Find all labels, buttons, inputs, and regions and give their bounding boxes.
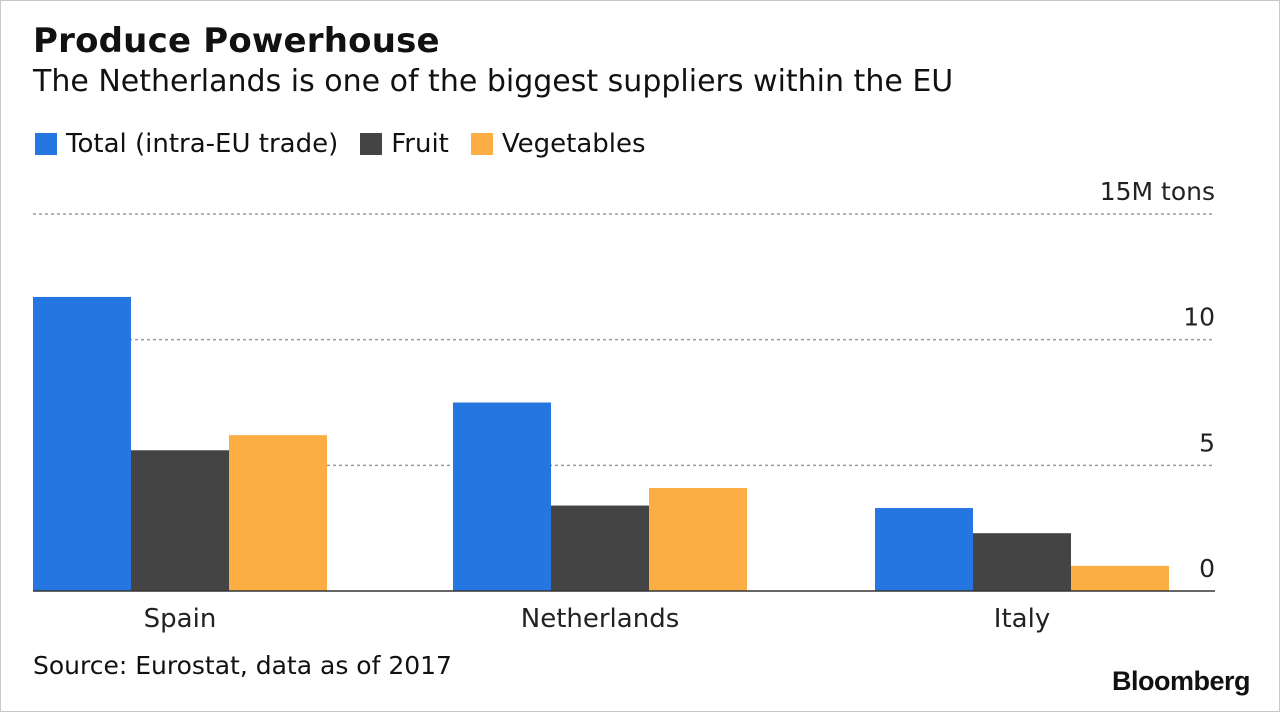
legend-swatch-fruit <box>360 133 383 155</box>
chart-title: Produce Powerhouse <box>33 21 440 61</box>
legend-label-vegetables: Vegetables <box>501 129 646 159</box>
x-tick-label: Netherlands <box>521 604 680 634</box>
y-tick-label: 0 <box>1199 554 1215 583</box>
bar-italy-total <box>875 508 973 591</box>
bar-spain-vegetables <box>229 435 327 591</box>
chart-subtitle: The Netherlands is one of the biggest su… <box>33 64 954 99</box>
legend-item-fruit: Fruit <box>360 129 449 159</box>
y-tick-label: 10 <box>1183 303 1215 332</box>
source-note: Source: Eurostat, data as of 2017 <box>33 651 452 680</box>
legend-swatch-total <box>35 133 57 155</box>
legend: Total (intra-EU trade) Fruit Vegetables <box>35 129 668 159</box>
bar-netherlands-total <box>453 402 551 591</box>
x-tick-label: Italy <box>994 604 1050 634</box>
legend-item-total: Total (intra-EU trade) <box>35 129 338 159</box>
bloomberg-logo: Bloomberg <box>1111 666 1251 696</box>
legend-label-total: Total (intra-EU trade) <box>66 129 339 159</box>
bar-italy-fruit <box>973 533 1071 591</box>
bar-spain-fruit <box>131 450 229 591</box>
y-tick-label: 5 <box>1199 428 1215 457</box>
legend-label-fruit: Fruit <box>391 129 449 159</box>
legend-swatch-vegetables <box>470 133 493 155</box>
y-tick-label: 15M tons <box>1100 177 1215 206</box>
bar-spain-total <box>33 296 131 591</box>
x-tick-label: Spain <box>144 604 217 634</box>
bar-netherlands-vegetables <box>649 487 747 591</box>
bar-italy-vegetables <box>1071 565 1169 591</box>
bar-netherlands-fruit <box>551 505 649 591</box>
legend-item-vegetables: Vegetables <box>470 129 646 159</box>
